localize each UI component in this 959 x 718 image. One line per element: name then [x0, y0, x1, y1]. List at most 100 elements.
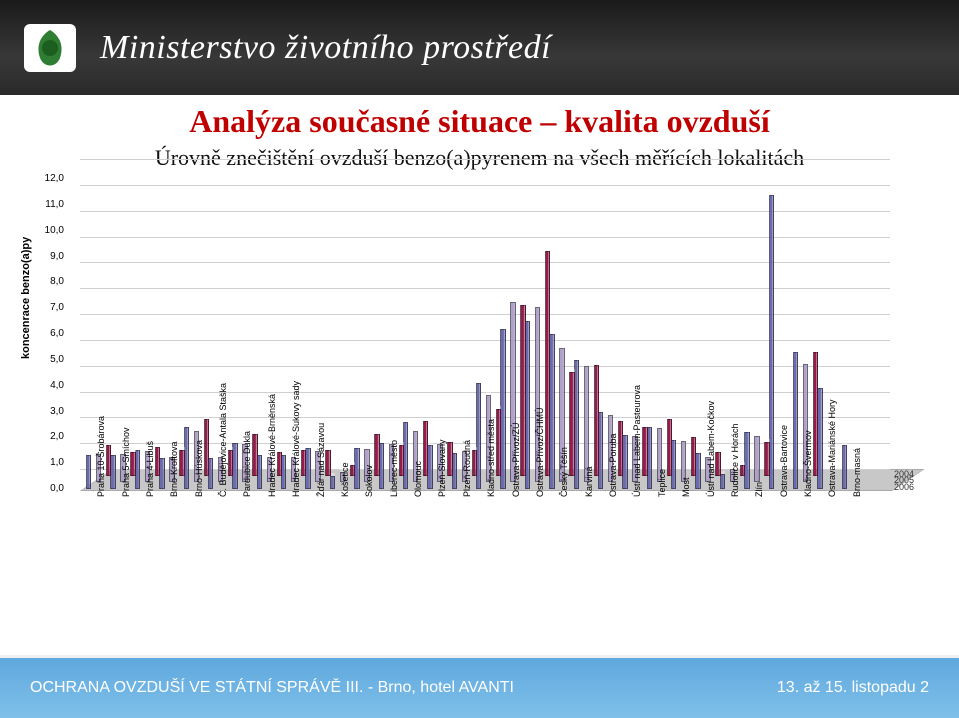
bar-top [520, 302, 525, 305]
bar-top [545, 248, 550, 251]
slide-subtitle: Úrovně znečištění ovzduší benzo(a)pyrene… [0, 145, 959, 171]
bar-2004 [472, 450, 477, 476]
bar-top [594, 362, 599, 365]
x-category-label: Brno-Kroftova [169, 441, 179, 497]
bar-2004 [179, 450, 184, 476]
y-tick-label: 0,0 [24, 483, 64, 494]
bar-2004 [106, 445, 111, 476]
bar-2004 [594, 365, 599, 476]
y-tick-label: 3,0 [24, 406, 64, 417]
bar-2006 [744, 432, 749, 489]
bar-top [769, 192, 774, 195]
bar-2004 [520, 305, 525, 476]
x-category-label: Žďár nad Sázavou [316, 423, 326, 497]
y-tick-label: 4,0 [24, 380, 64, 391]
bar-2004 [301, 450, 306, 476]
x-category-label: Ústí nad Labem-Kočkov [706, 401, 716, 497]
x-category-label: Český Těšín [559, 447, 569, 497]
bar-2006 [842, 445, 847, 489]
bar-top [423, 418, 428, 421]
bar-top [325, 447, 330, 450]
x-category-label: Olomouc [413, 461, 423, 497]
y-tick-label: 8,0 [24, 276, 64, 287]
bar-2004 [399, 445, 404, 476]
x-category-label: Praha 4-Libuš [145, 441, 155, 497]
y-tick-label: 12,0 [24, 173, 64, 184]
x-category-label: Pardubice Dukla [242, 431, 252, 497]
bar-top [155, 444, 160, 447]
y-tick-label: 9,0 [24, 251, 64, 262]
bar-2004 [715, 452, 720, 475]
bar-top [486, 392, 491, 395]
bar-2004 [204, 419, 209, 476]
bar-top [86, 452, 91, 455]
gridline [80, 159, 890, 160]
bar-top [559, 345, 564, 348]
bar-top [350, 462, 355, 465]
x-category-label: Brno-masná [852, 448, 862, 497]
x-category-label: Ostrava-Přívoz/ZÚ [511, 422, 521, 497]
bar-top [754, 433, 759, 436]
bar-2004 [667, 419, 672, 476]
y-tick-label: 7,0 [24, 302, 64, 313]
x-category-label: Rudolice v Horách [730, 423, 740, 497]
bar-2004 [496, 409, 501, 476]
bar-top [500, 326, 505, 329]
bar-2004 [252, 434, 257, 475]
bar-top [403, 419, 408, 422]
bar-top [642, 424, 647, 427]
bar-top [472, 447, 477, 450]
y-tick-label: 11,0 [24, 199, 64, 210]
x-category-label: Sokolov [364, 465, 374, 497]
bar-top [740, 462, 745, 465]
x-category-label: Ostrava-Poruba [608, 433, 618, 497]
y-tick-label: 10,0 [24, 225, 64, 236]
bar-top [803, 361, 808, 364]
bar-2004 [350, 465, 355, 475]
bar-2004 [813, 352, 818, 476]
footer-right: 13. až 15. listopadu 2 [777, 679, 929, 697]
x-category-label: Ostrava-Bartovice [779, 425, 789, 497]
bar-top [496, 406, 501, 409]
bar-2004 [228, 450, 233, 476]
bar-2004 [618, 421, 623, 475]
bar-top [667, 416, 672, 419]
bar-2006 [86, 455, 91, 489]
ministry-logo [10, 8, 90, 88]
x-category-label: Košetice [340, 462, 350, 497]
bar-top [232, 440, 237, 443]
bar-2006 [793, 352, 798, 489]
bar-top [399, 442, 404, 445]
bar-2005 [584, 366, 589, 482]
bar-top [476, 380, 481, 383]
x-category-label: Teplice [657, 469, 667, 497]
bar-top [681, 438, 686, 441]
bar-2005 [754, 436, 759, 483]
x-category-label: Karviná [584, 466, 594, 497]
bar-top [691, 434, 696, 437]
slide-title: Analýza současné situace – kvalita ovzdu… [0, 103, 959, 140]
bar-top [744, 429, 749, 432]
bar-top [364, 446, 369, 449]
gridline [80, 185, 890, 186]
bar-top [228, 447, 233, 450]
bar-top [194, 428, 199, 431]
bar-top [179, 447, 184, 450]
bar-top [204, 416, 209, 419]
header-ministry: Ministerstvo životního prostředí [100, 29, 551, 67]
bar-top [413, 428, 418, 431]
bar-top [715, 449, 720, 452]
x-category-label: Ostrava-Mariánské Hory [827, 399, 837, 497]
bar-top [569, 369, 574, 372]
bar-2004 [447, 442, 452, 476]
x-category-label: Kladno-Švermov [803, 430, 813, 497]
bar-2004 [325, 450, 330, 476]
chart-area: koncenrace benzo(a)py 0,01,02,03,04,05,0… [20, 179, 940, 649]
bar-2006 [330, 476, 335, 489]
bar-2004 [764, 442, 769, 476]
bar-2004 [642, 427, 647, 476]
x-category-label: Kladno-střed města [486, 419, 496, 497]
bar-2004 [155, 447, 160, 475]
bar-top [793, 349, 798, 352]
x-category-label: Hradec Králové-Brněnská [267, 394, 277, 497]
